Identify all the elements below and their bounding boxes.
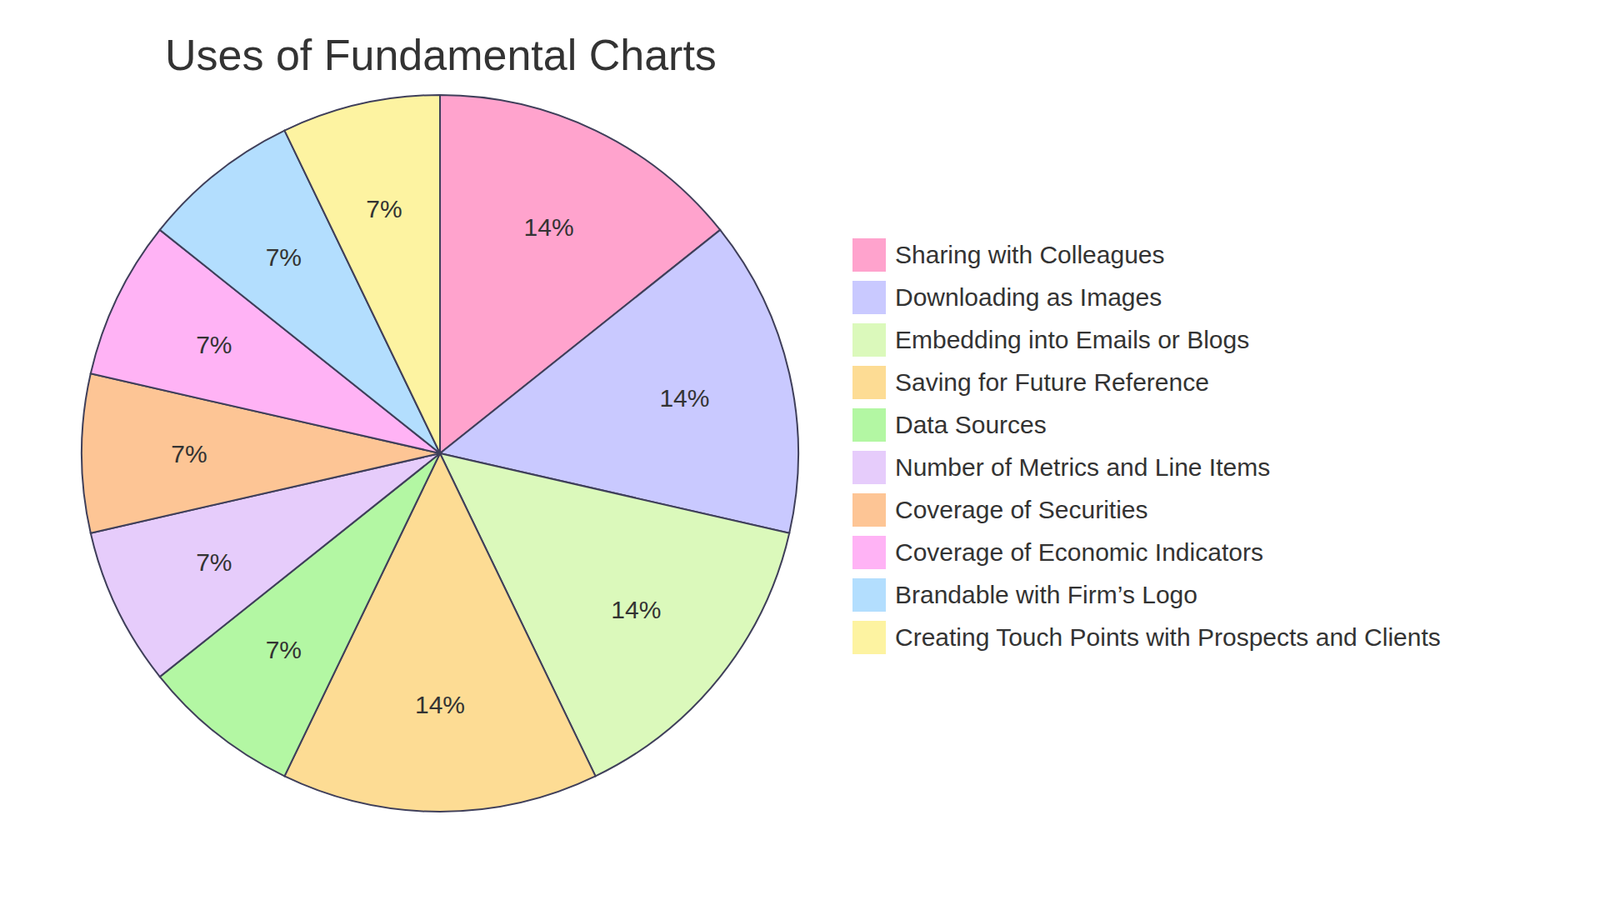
html-text:Brandable with Firm’s Logo: Brandable with Firm’s Logo (895, 580, 1198, 608)
svg-text:7%: 7% (365, 195, 402, 223)
svg-text:7%: 7% (265, 635, 302, 664)
svg-text:7%: 7% (265, 243, 302, 271)
html-text:Saving for Future Reference: Saving for Future Reference (895, 367, 1210, 396)
svg-text:7%: 7% (195, 548, 232, 576)
svg-text:14%: 14% (415, 690, 465, 719)
svg-text:7%: 7% (170, 440, 207, 468)
html-text:Creating Touch Points with Pro: Creating Touch Points with Prospects and… (895, 622, 1441, 651)
html-text:Coverage of Economic Indicator: Coverage of Economic Indicators (895, 537, 1264, 566)
svg-text:14%: 14% (659, 384, 710, 412)
html-text:Number of Metrics and Line Ite: Number of Metrics and Line Items (895, 452, 1271, 481)
html-text:Downloading as Images: Downloading as Images (895, 282, 1162, 311)
html-text:Uses of Fundamental Charts: Uses of Fundamental Charts (165, 30, 717, 80)
svg-text:14%: 14% (610, 595, 661, 624)
svg-text:7%: 7% (195, 330, 232, 359)
svg-text:14%: 14% (524, 213, 575, 241)
html-text:Coverage of Securities: Coverage of Securities (895, 495, 1148, 523)
html-text:Data Sources: Data Sources (895, 410, 1047, 438)
html-text:Embedding into Emails or Blogs: Embedding into Emails or Blogs (895, 325, 1250, 353)
html-text:Sharing with Colleagues: Sharing with Colleagues (895, 240, 1165, 268)
